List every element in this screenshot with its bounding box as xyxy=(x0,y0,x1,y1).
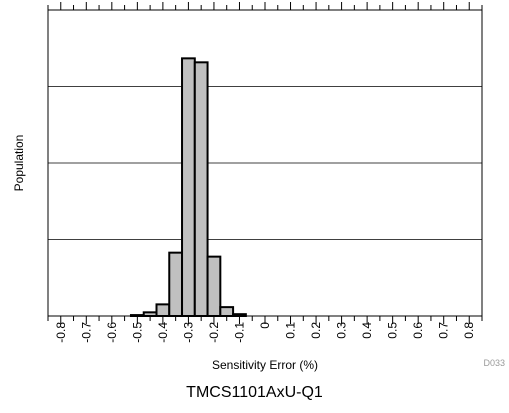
x-tick-label: 0.8 xyxy=(462,322,476,339)
histogram-bar-5 xyxy=(181,57,196,318)
gridlines xyxy=(48,86,482,240)
x-tick-label: 0.7 xyxy=(437,322,451,339)
histogram-bar-3 xyxy=(155,303,171,318)
y-axis-label: Population xyxy=(12,135,26,192)
x-tick-label: -0.8 xyxy=(54,322,68,343)
figure-id: D033 xyxy=(483,358,505,368)
x-tick-label: -0.6 xyxy=(105,322,119,343)
histogram-bars xyxy=(129,57,247,318)
histogram-bar-8 xyxy=(219,306,235,318)
x-tick-label: 0.1 xyxy=(284,322,298,339)
x-tick-label: -0.2 xyxy=(207,322,221,343)
histogram-bar-7 xyxy=(206,255,222,317)
x-tick-label: -0.7 xyxy=(79,322,93,343)
x-tick-label: 0.2 xyxy=(309,322,323,339)
x-axis-tick-labels: -0.8 -0.7 -0.6 -0.5 -0.4 -0.3 -0.2 -0.1 0 0.1 0.2 0… xyxy=(54,322,476,343)
x-tick-label: 0.6 xyxy=(411,322,425,339)
x-tick-label: 0.4 xyxy=(360,322,374,339)
x-tick-label: 0 xyxy=(258,322,272,329)
x-axis-ticks xyxy=(47,2,483,324)
x-tick-label: 0.3 xyxy=(335,322,349,339)
x-tick-label: -0.1 xyxy=(232,322,246,343)
x-tick-label: -0.4 xyxy=(156,322,170,343)
x-tick-label: -0.5 xyxy=(130,322,144,343)
histogram-bar-2 xyxy=(142,311,158,318)
histogram-bar-4 xyxy=(168,251,184,318)
x-tick-label: 0.5 xyxy=(386,322,400,339)
x-tick-label: -0.3 xyxy=(181,322,195,343)
x-axis-label: Sensitivity Error (%) xyxy=(212,358,318,372)
histogram-bar-6 xyxy=(193,61,209,317)
chart-caption: TMCS1101AxU-Q1 xyxy=(186,384,323,401)
